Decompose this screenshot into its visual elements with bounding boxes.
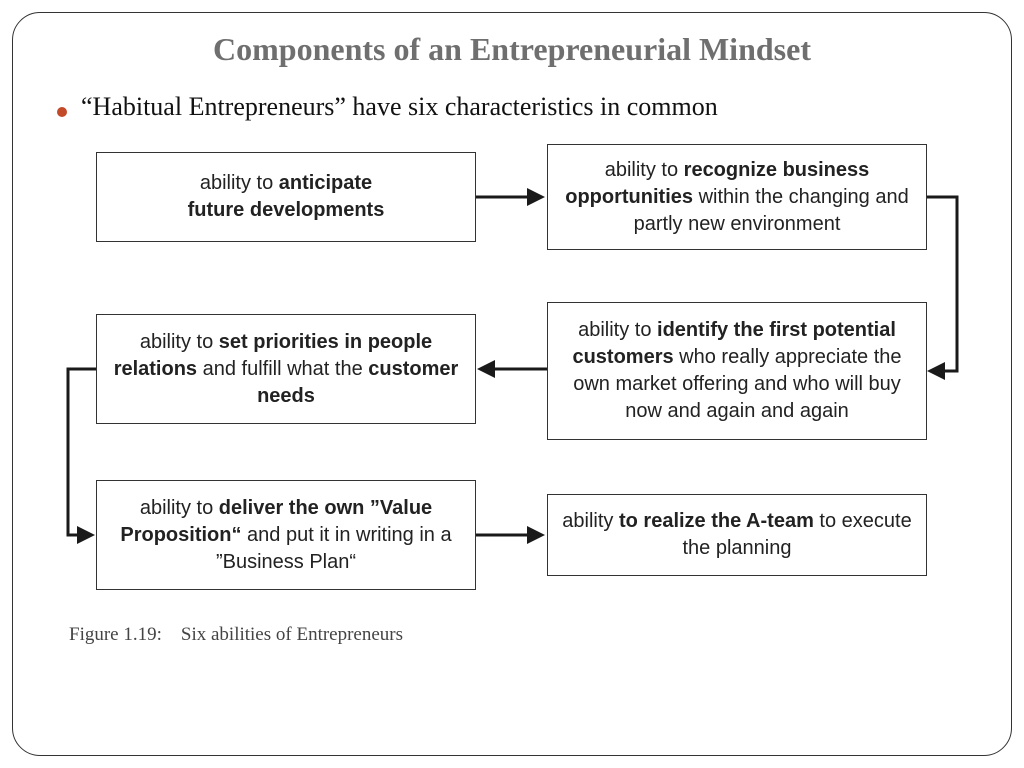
flowchart-node: ability to realize the A-team to execute… — [547, 494, 927, 576]
flowchart-node: ability to deliver the own ”Value Propos… — [96, 480, 476, 590]
flowchart-node: ability to identify the first potential … — [547, 302, 927, 440]
bullet-text: “Habitual Entrepreneurs” have six charac… — [81, 92, 718, 122]
flowchart-edge — [68, 369, 96, 535]
flowchart-node: ability to recognize business opportunit… — [547, 144, 927, 250]
page-title: Components of an Entrepreneurial Mindset — [49, 31, 975, 68]
flowchart-edge — [927, 197, 957, 371]
slide-frame: Components of an Entrepreneurial Mindset… — [12, 12, 1012, 756]
figure-caption: Figure 1.19: Six abilities of Entreprene… — [69, 624, 975, 646]
bullet-line: “Habitual Entrepreneurs” have six charac… — [57, 92, 975, 122]
flowchart: ability to anticipatefuture developments… — [52, 144, 972, 614]
bullet-icon — [57, 107, 67, 117]
flowchart-node: ability to set priorities in people rela… — [96, 314, 476, 424]
flowchart-node: ability to anticipatefuture developments — [96, 152, 476, 242]
